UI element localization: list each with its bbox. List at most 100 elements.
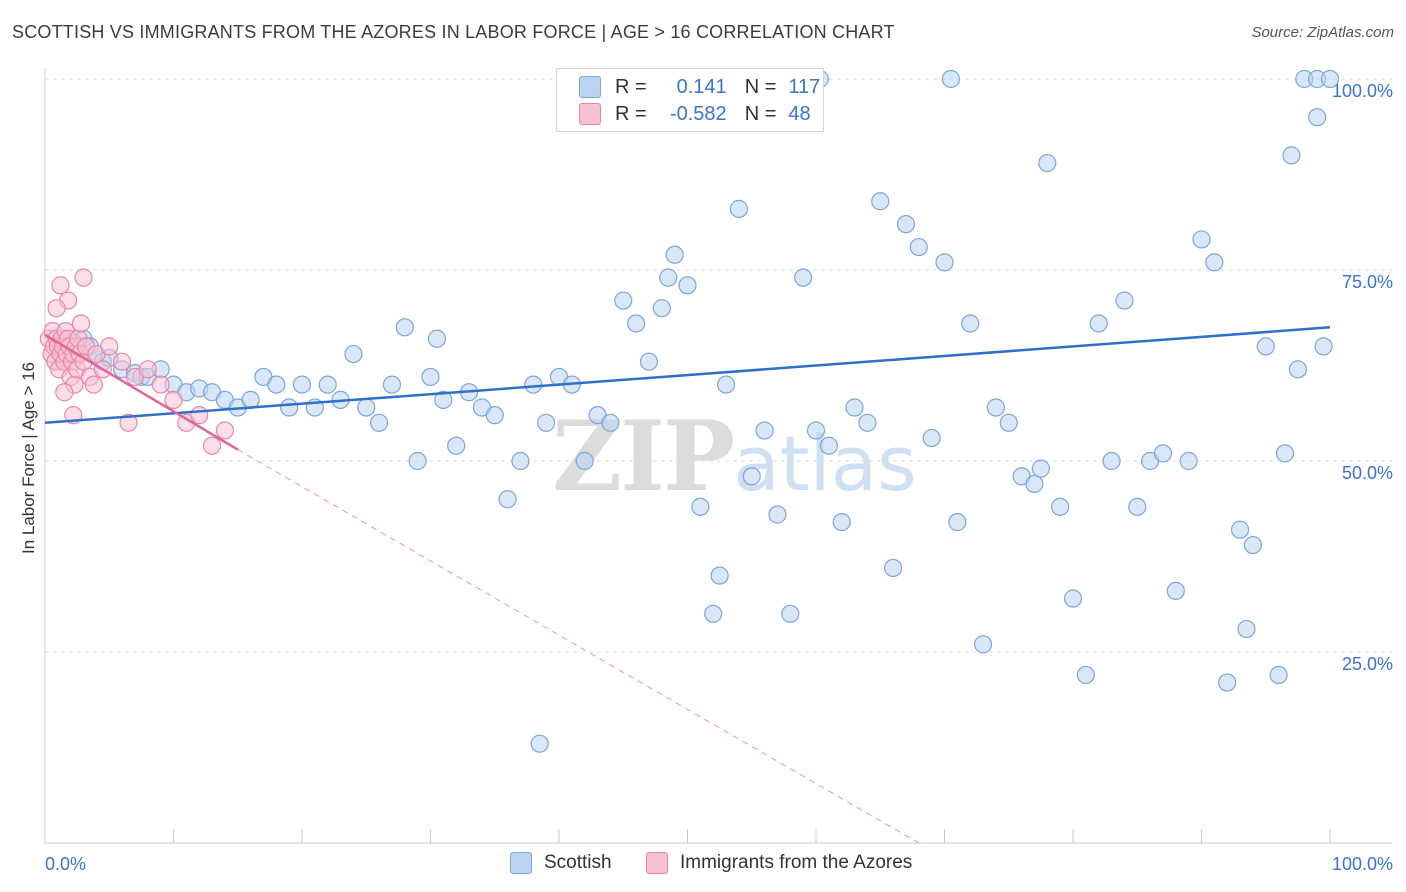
scottish-point bbox=[1089, 314, 1108, 333]
scottish-point bbox=[1025, 474, 1044, 494]
scottish-point bbox=[395, 318, 414, 337]
legend-n-value-azores: 48 bbox=[788, 102, 811, 125]
azores-point bbox=[100, 337, 119, 356]
azores-point bbox=[47, 299, 66, 318]
azores-point bbox=[138, 360, 157, 379]
x-tick-label: 100.0% bbox=[1332, 854, 1393, 874]
scottish-point bbox=[704, 604, 723, 623]
scottish-point bbox=[973, 635, 993, 654]
scottish-point bbox=[267, 375, 286, 394]
scottish-point bbox=[575, 451, 594, 471]
scottish-point bbox=[819, 436, 838, 455]
scottish-point bbox=[447, 436, 466, 455]
scottish-point bbox=[370, 413, 389, 432]
scottish-point bbox=[652, 299, 671, 318]
legend-item-scottish[interactable]: Scottish bbox=[510, 852, 612, 874]
scottish-point bbox=[961, 314, 980, 333]
scottish-point bbox=[1115, 291, 1134, 310]
legend-r-value-scottish: 0.141 bbox=[676, 75, 727, 98]
legend-n-label: N = bbox=[744, 75, 777, 98]
scottish-point bbox=[768, 505, 787, 524]
scottish-point bbox=[794, 268, 813, 287]
scottish-point bbox=[1237, 619, 1256, 639]
legend-r-label: R = bbox=[615, 75, 647, 98]
legend-label-scottish: Scottish bbox=[544, 852, 612, 873]
legend-item-azores[interactable]: Immigrants from the Azores bbox=[646, 852, 912, 874]
scottish-point bbox=[1243, 535, 1263, 555]
scottish-point bbox=[941, 69, 961, 89]
scottish-point bbox=[909, 237, 928, 257]
scottish-point bbox=[806, 421, 826, 440]
correlation-legend: R = 0.141 N = 117 R = -0.582 N = 48 bbox=[556, 68, 824, 132]
scottish-point bbox=[742, 467, 761, 486]
scottish-point bbox=[1256, 337, 1275, 356]
scottish-point bbox=[434, 390, 453, 409]
scottish-point bbox=[883, 558, 903, 578]
legend-swatch-azores bbox=[579, 103, 601, 125]
legend-row-scottish: R = 0.141 N = 117 bbox=[579, 74, 820, 100]
scottish-point bbox=[678, 276, 697, 295]
legend-r-value-azores: -0.582 bbox=[669, 102, 727, 125]
legend-row-azores: R = -0.582 N = 48 bbox=[579, 101, 811, 127]
legend-swatch-scottish bbox=[579, 76, 601, 98]
scottish-point bbox=[1269, 665, 1288, 685]
scottish-point bbox=[639, 352, 659, 371]
scottish-point bbox=[729, 199, 749, 218]
legend-swatch-azores bbox=[646, 852, 668, 874]
scottish-point bbox=[1192, 230, 1211, 249]
scottish-point bbox=[1230, 520, 1250, 539]
legend-r-label: R = bbox=[615, 102, 647, 125]
scottish-point bbox=[1051, 497, 1070, 516]
azores-trendline bbox=[44, 333, 239, 451]
scottish-point bbox=[845, 398, 864, 417]
scottish-point bbox=[537, 413, 556, 432]
scottish-point bbox=[1166, 581, 1185, 600]
scottish-point bbox=[530, 734, 549, 753]
legend-n-value-scottish: 117 bbox=[788, 75, 821, 98]
scottish-point bbox=[382, 375, 402, 394]
scottish-point bbox=[1308, 108, 1327, 127]
azores-point bbox=[202, 436, 222, 455]
scottish-point bbox=[1205, 253, 1224, 272]
scottish-point bbox=[716, 375, 736, 394]
azores-point bbox=[112, 352, 132, 371]
azores-point bbox=[84, 375, 103, 394]
scottish-point bbox=[1320, 69, 1340, 89]
scottish-point bbox=[922, 428, 941, 448]
scottish-point bbox=[498, 490, 517, 509]
scottish-trendline bbox=[44, 326, 1331, 425]
azores-point bbox=[51, 276, 70, 295]
scottish-point bbox=[1063, 589, 1083, 608]
scottish-point bbox=[1218, 673, 1237, 692]
scottish-point bbox=[832, 513, 851, 532]
scottish-point bbox=[292, 375, 312, 394]
chart-title: SCOTTISH VS IMMIGRANTS FROM THE AZORES I… bbox=[12, 22, 895, 42]
scottish-point bbox=[344, 344, 363, 364]
scottish-point bbox=[710, 566, 729, 585]
y-tick-label: 50.0% bbox=[1342, 463, 1393, 483]
azores-point bbox=[55, 383, 74, 402]
scottish-point bbox=[986, 398, 1006, 417]
scottish-point bbox=[280, 398, 299, 417]
azores-point bbox=[190, 406, 209, 425]
scottish-point bbox=[691, 497, 710, 516]
scottish-point bbox=[601, 413, 620, 432]
scottish-point bbox=[755, 421, 774, 440]
scottish-point bbox=[1179, 451, 1198, 471]
azores-trendline-extension bbox=[237, 449, 920, 844]
legend-swatch-scottish bbox=[510, 852, 532, 874]
y-tick-label: 75.0% bbox=[1342, 272, 1393, 292]
legend-n-label: N = bbox=[744, 102, 777, 125]
scottish-point bbox=[1282, 146, 1301, 165]
scottish-point bbox=[357, 398, 376, 417]
y-tick-label: 25.0% bbox=[1342, 654, 1393, 674]
scottish-point bbox=[408, 451, 427, 471]
scottish-point bbox=[1275, 444, 1295, 463]
scottish-point bbox=[781, 604, 800, 623]
scottish-point bbox=[1076, 665, 1095, 685]
scottish-point bbox=[318, 375, 337, 394]
scottish-point bbox=[427, 329, 447, 348]
azores-point bbox=[71, 314, 91, 333]
azores-point bbox=[164, 390, 183, 409]
